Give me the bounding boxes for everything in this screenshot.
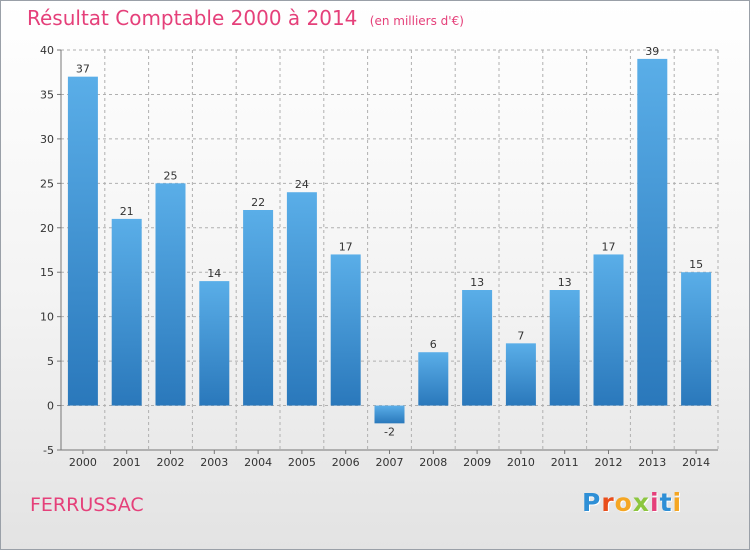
bar — [330, 254, 361, 406]
x-tick-label: 2009 — [463, 456, 491, 469]
bar — [67, 76, 98, 406]
logo-letter: t — [659, 488, 673, 517]
x-tick-label: 2005 — [288, 456, 316, 469]
x-tick-label: 2002 — [157, 456, 185, 469]
x-tick-label: 2011 — [551, 456, 579, 469]
x-tick-label: 2006 — [332, 456, 360, 469]
data-label: 7 — [517, 329, 524, 342]
bar — [593, 254, 624, 406]
data-label: 13 — [558, 276, 572, 289]
logo-letter: r — [601, 488, 615, 517]
x-tick-label: 2007 — [376, 456, 404, 469]
y-tick-label: -5 — [43, 444, 54, 457]
bar — [418, 352, 449, 406]
bar — [243, 210, 274, 406]
data-label: 39 — [645, 45, 659, 58]
x-tick-label: 2001 — [113, 456, 141, 469]
data-label: 13 — [470, 276, 484, 289]
data-label: 21 — [120, 205, 134, 218]
x-tick-label: 2014 — [682, 456, 710, 469]
y-tick-label: 35 — [40, 88, 54, 101]
logo-letter: x — [632, 488, 650, 517]
chart-unit: (en milliers d'€) — [369, 14, 464, 28]
bar — [681, 272, 712, 406]
bar — [286, 192, 317, 406]
y-tick-label: 25 — [40, 177, 54, 190]
x-tick-label: 2012 — [595, 456, 623, 469]
bar — [155, 183, 186, 406]
data-label: 17 — [602, 240, 616, 253]
data-label: 15 — [689, 258, 703, 271]
y-tick-label: 30 — [40, 133, 54, 146]
data-label: 6 — [430, 338, 437, 351]
logo-letter: o — [614, 488, 633, 517]
data-label: 25 — [164, 169, 178, 182]
logo-letter: i — [650, 488, 660, 517]
y-tick-label: 15 — [40, 266, 54, 279]
y-tick-label: 5 — [47, 355, 54, 368]
bar — [111, 218, 142, 406]
x-tick-label: 2008 — [419, 456, 447, 469]
y-tick-label: 0 — [47, 400, 54, 413]
x-tick-label: 2003 — [200, 456, 228, 469]
data-label: 17 — [339, 240, 353, 253]
bar — [549, 290, 580, 406]
bar — [199, 281, 230, 406]
bar — [462, 290, 493, 406]
data-label: 24 — [295, 178, 309, 191]
chart-title-text: Résultat Comptable 2000 à 2014 — [27, 6, 358, 30]
data-label: 22 — [251, 196, 265, 209]
data-label: 37 — [76, 63, 90, 76]
x-tick-label: 2010 — [507, 456, 535, 469]
y-tick-label: 20 — [40, 222, 54, 235]
data-label: 14 — [207, 267, 221, 280]
bar — [374, 405, 405, 424]
logo-letter: i — [672, 488, 683, 517]
x-tick-label: 2004 — [244, 456, 272, 469]
x-tick-label: 2013 — [638, 456, 666, 469]
commune-name: FERRUSSAC — [30, 494, 144, 516]
logo-letter: P — [582, 488, 602, 517]
bar — [637, 58, 668, 406]
chart-title: Résultat Comptable 2000 à 2014 (en milli… — [27, 6, 464, 30]
y-tick-label: 10 — [40, 311, 54, 324]
x-tick-label: 2000 — [69, 456, 97, 469]
bar — [505, 343, 536, 406]
proxiti-logo: Proxiti — [582, 488, 682, 517]
data-label: -2 — [384, 425, 395, 438]
y-tick-label: 40 — [40, 44, 54, 57]
